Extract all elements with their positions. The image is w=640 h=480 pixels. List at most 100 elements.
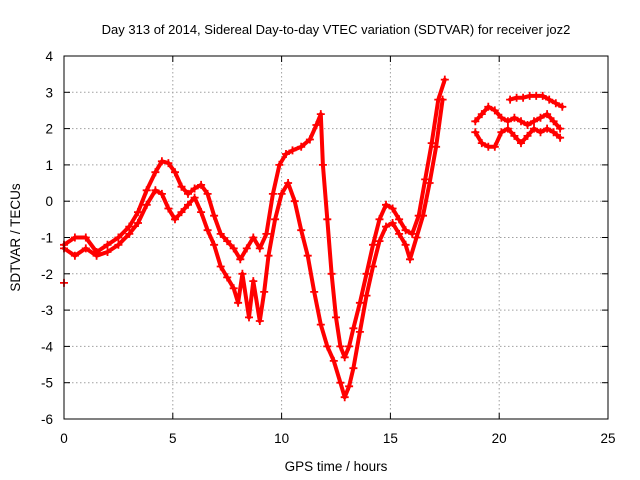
y-tick-label: 0 (45, 194, 53, 209)
data-point (316, 320, 325, 329)
data-point (477, 139, 486, 148)
data-point (536, 128, 545, 137)
data-point (556, 124, 565, 133)
data-point (223, 273, 232, 282)
x-tick-label: 25 (600, 431, 615, 446)
chart-title: Day 313 of 2014, Sidereal Day-to-day VTE… (102, 22, 571, 37)
data-point (345, 342, 354, 351)
data-point (419, 211, 427, 220)
data-point (238, 269, 247, 278)
x-tick-label: 0 (60, 431, 68, 446)
data-point (332, 313, 340, 322)
data-point (271, 215, 280, 224)
data-series (60, 75, 567, 402)
data-point (506, 95, 515, 104)
data-point (536, 113, 545, 122)
data-point (549, 128, 558, 137)
data-point (408, 229, 417, 238)
x-tick-label: 10 (274, 431, 289, 446)
data-point (234, 298, 243, 307)
data-point (114, 240, 123, 249)
y-tick-label: -3 (41, 303, 53, 318)
data-point (349, 364, 358, 373)
data-point (284, 179, 293, 187)
data-point (382, 200, 390, 209)
data-point (171, 168, 179, 177)
data-point (362, 269, 371, 278)
x-tick-label: 20 (492, 431, 507, 446)
data-point (157, 189, 166, 198)
data-point (412, 233, 421, 242)
data-point (236, 255, 245, 264)
data-point (519, 93, 528, 102)
data-point (471, 128, 480, 137)
data-point (125, 222, 134, 231)
data-point (81, 233, 90, 242)
data-point (268, 189, 277, 198)
data-point (375, 215, 384, 224)
data-point (249, 233, 258, 242)
data-point (490, 142, 499, 151)
data-point (517, 117, 525, 126)
data-point (551, 99, 560, 108)
data-point (245, 313, 253, 322)
y-tick-labels: -6 -5 -4 -3 -2 -1 0 1 2 3 4 (41, 49, 54, 427)
data-point (142, 200, 151, 209)
data-point (203, 226, 212, 235)
data-point (290, 197, 299, 206)
data-point (369, 240, 377, 249)
data-point (549, 117, 558, 126)
x-axis-label: GPS time / hours (285, 459, 388, 474)
data-point (388, 204, 397, 213)
data-point (288, 146, 297, 155)
data-point (297, 142, 306, 151)
data-point (70, 233, 79, 242)
data-point (369, 262, 377, 271)
data-point (264, 251, 273, 260)
data-point (558, 102, 567, 111)
data-point (340, 393, 349, 402)
data-point (497, 113, 506, 122)
y-tick-label: 2 (45, 122, 53, 137)
data-point (260, 287, 269, 296)
y-tick-label: -1 (41, 231, 53, 246)
data-point (249, 277, 258, 286)
data-point (375, 237, 384, 246)
data-point (305, 135, 314, 144)
data-point (395, 229, 404, 238)
data-point (323, 215, 332, 224)
data-point (184, 200, 192, 209)
data-point (282, 150, 290, 158)
data-point (114, 233, 123, 242)
data-point (471, 117, 480, 126)
data-point (503, 124, 512, 133)
y-tick-label: 3 (45, 85, 53, 100)
data-point (421, 175, 430, 184)
series-3 (471, 102, 565, 133)
data-point (216, 262, 225, 271)
data-point (142, 186, 151, 195)
data-point (477, 110, 486, 119)
data-point (310, 287, 319, 296)
data-point (530, 117, 538, 126)
data-point (223, 237, 232, 246)
data-point (440, 75, 449, 84)
data-point (323, 342, 332, 351)
data-point (197, 180, 206, 189)
data-point (216, 229, 225, 238)
data-point (556, 133, 565, 142)
data-point (510, 113, 519, 122)
data-point (210, 240, 219, 249)
x-tick-labels: 0 5 10 15 20 25 (60, 431, 615, 446)
data-point (92, 251, 101, 260)
data-point (340, 353, 349, 362)
data-point (157, 157, 166, 166)
data-point (277, 189, 286, 198)
data-point (355, 327, 364, 336)
data-point (538, 91, 547, 100)
data-point (438, 95, 447, 104)
data-point (177, 208, 186, 217)
y-tick-label: -2 (41, 267, 53, 282)
data-point (382, 222, 390, 231)
